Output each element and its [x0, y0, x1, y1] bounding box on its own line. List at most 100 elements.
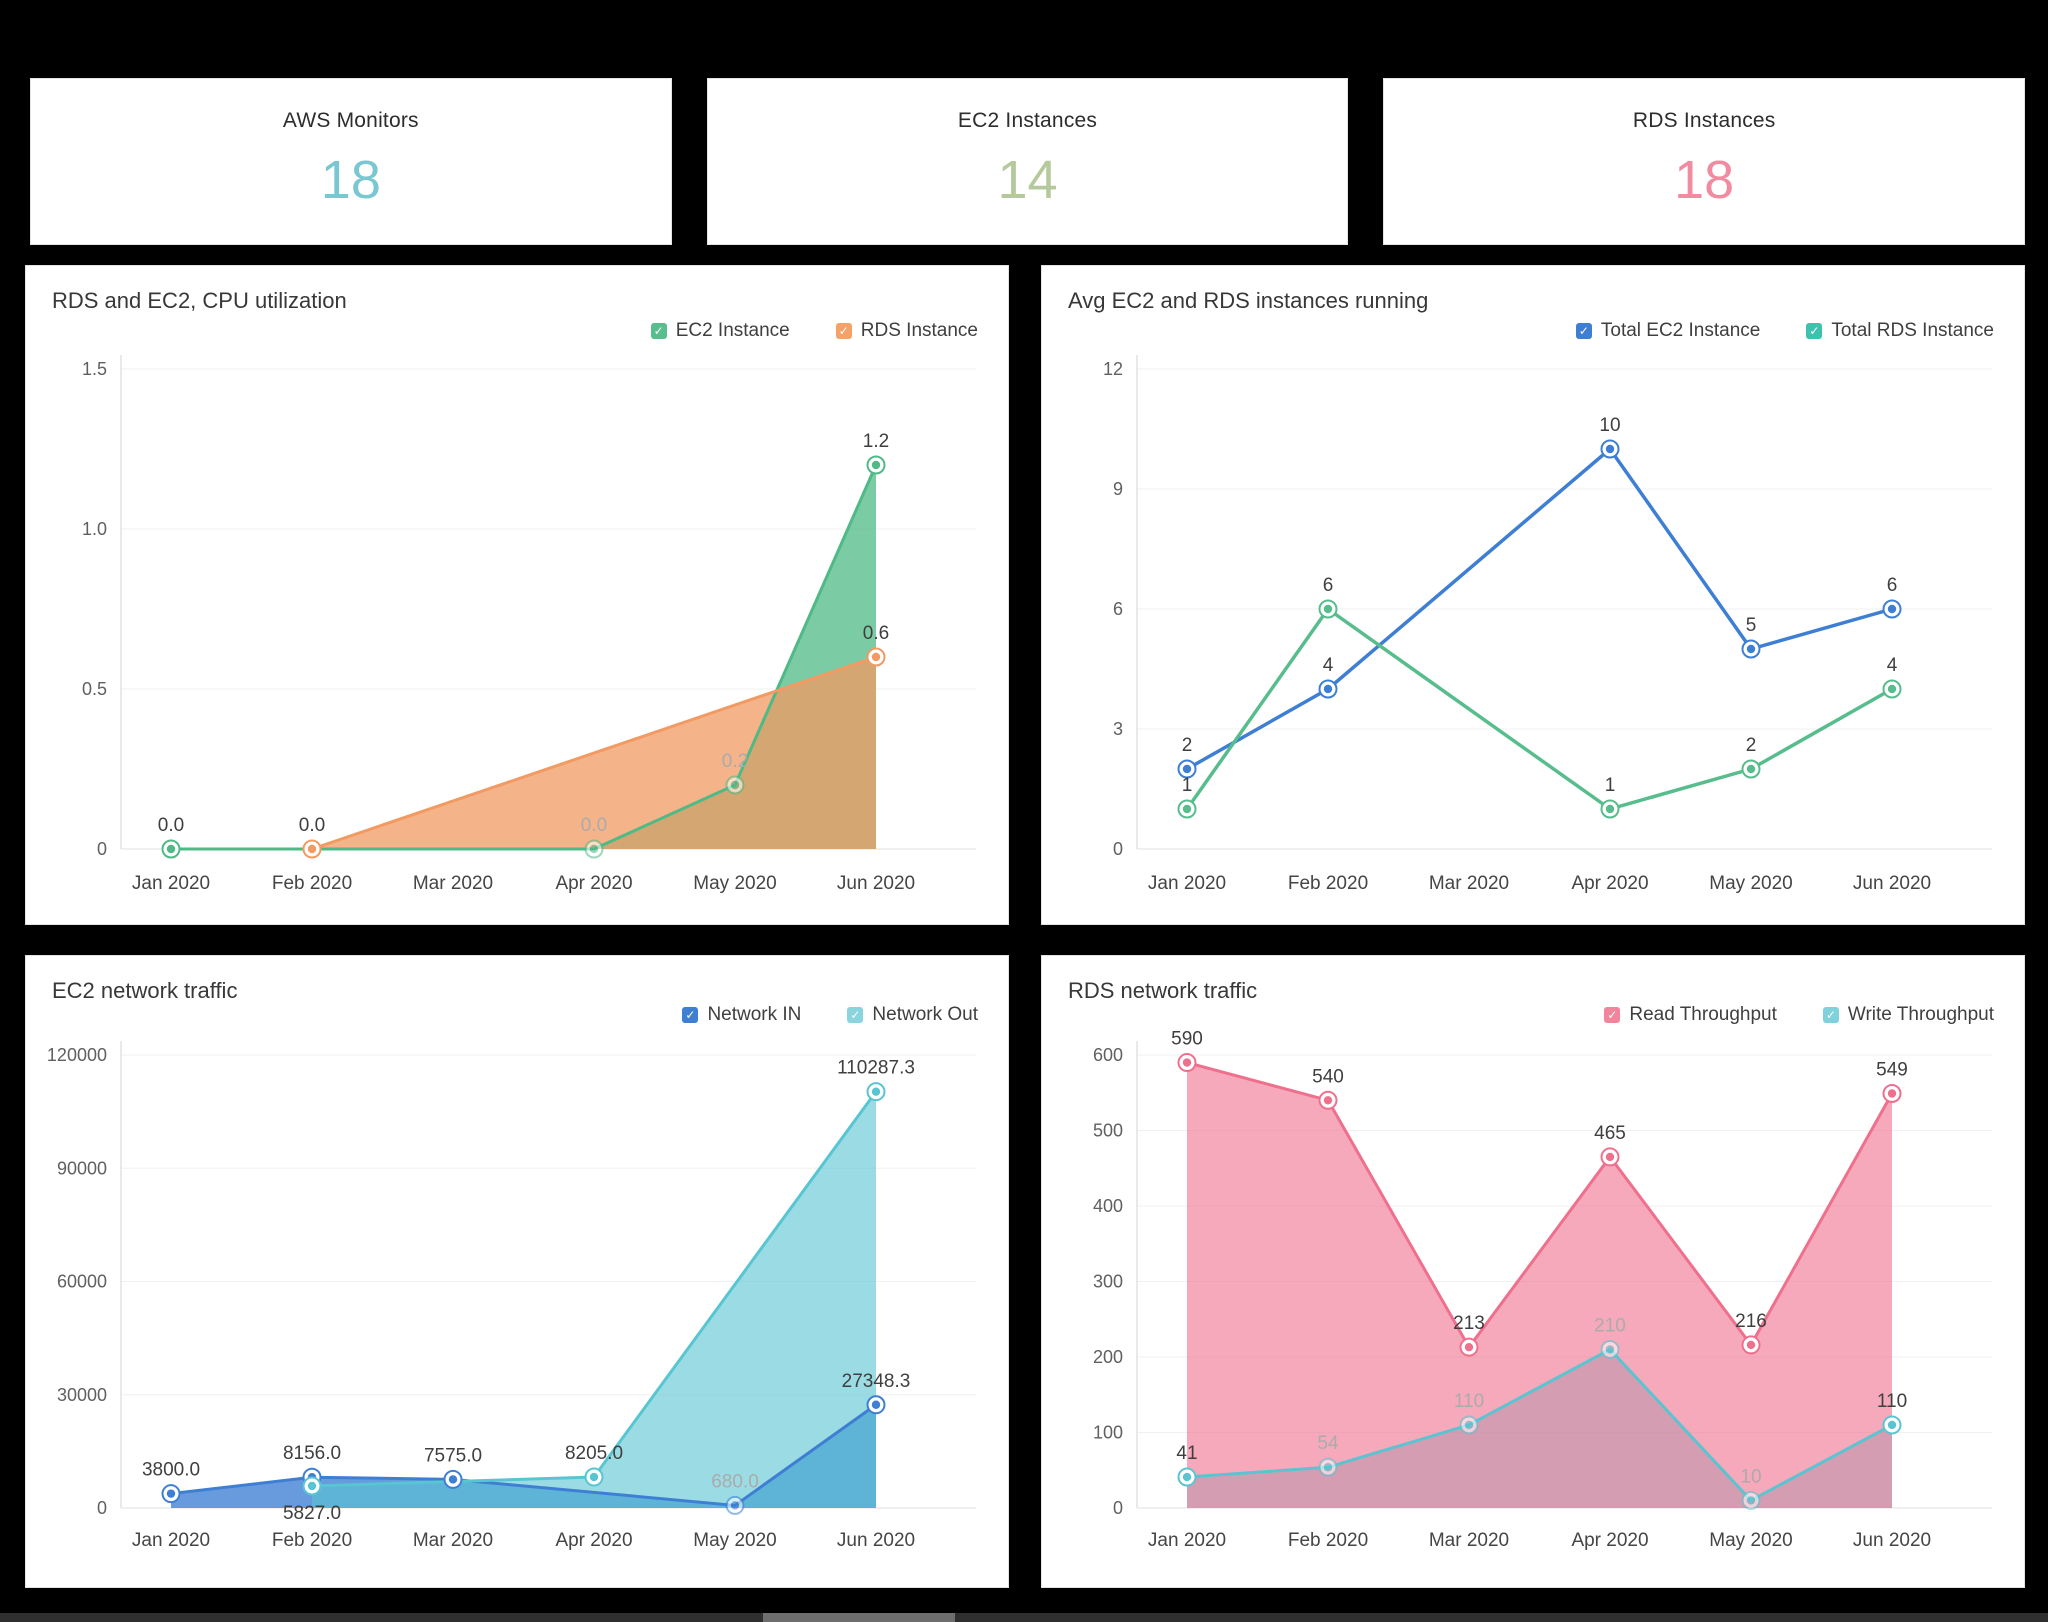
data-point-rds-instance — [866, 647, 886, 667]
data-point-write-throughput — [1459, 1415, 1479, 1435]
data-point-label: 0.0 — [158, 815, 184, 836]
legend-item-rds-instance[interactable]: ✓ RDS Instance — [835, 320, 978, 342]
chart-legend: ✓ Network IN ✓ Network Out — [682, 1004, 978, 1026]
y-tick-label: 120000 — [47, 1045, 107, 1065]
data-point-total-ec2-instance — [1177, 759, 1197, 779]
data-point-total-rds-instance — [1318, 599, 1338, 619]
y-tick-label: 90000 — [57, 1158, 107, 1178]
chart-legend: ✓ EC2 Instance ✓ RDS Instance — [650, 320, 978, 342]
data-point-ec2-instance — [584, 839, 604, 859]
y-tick-label: 400 — [1093, 1196, 1123, 1216]
data-point-label: 27348.3 — [842, 1371, 911, 1392]
data-point-label: 2 — [1182, 735, 1193, 756]
data-point-network-out — [584, 1467, 604, 1487]
horizontal-scrollbar[interactable] — [0, 1613, 2048, 1622]
data-point-read-throughput — [1459, 1337, 1479, 1357]
legend-label: Total RDS Instance — [1831, 320, 1994, 341]
scrollbar-thumb[interactable] — [763, 1613, 955, 1622]
data-point-label: 0.6 — [863, 623, 889, 644]
legend-label: Network Out — [872, 1004, 978, 1025]
chart-title: RDS and EC2, CPU utilization — [52, 288, 347, 313]
legend-item-read-throughput[interactable]: ✓ Read Throughput — [1604, 1004, 1777, 1026]
checkbox-checked-icon[interactable]: ✓ — [650, 323, 667, 339]
checkbox-checked-icon[interactable]: ✓ — [847, 1007, 864, 1023]
data-point-read-throughput — [1318, 1090, 1338, 1110]
data-point-ec2-instance — [725, 775, 745, 795]
data-point-label: 1.2 — [863, 431, 889, 452]
stat-cards-row: AWS Monitors 18 EC2 Instances 14 RDS Ins… — [30, 78, 2026, 245]
data-point-label: 2 — [1746, 735, 1757, 756]
y-tick-label: 600 — [1093, 1045, 1123, 1065]
data-point-label: 8205.0 — [565, 1443, 623, 1464]
checkbox-checked-icon[interactable]: ✓ — [1575, 323, 1592, 339]
chart-title: Avg EC2 and RDS instances running — [1068, 288, 1429, 313]
legend-item-network-out[interactable]: ✓ Network Out — [847, 1004, 978, 1026]
data-point-label: 210 — [1594, 1315, 1626, 1336]
checkbox-checked-icon[interactable]: ✓ — [835, 323, 852, 339]
data-point-label: 4 — [1323, 655, 1334, 676]
data-point-label: 110 — [1454, 1391, 1484, 1412]
legend-item-ec2-instance[interactable]: ✓ EC2 Instance — [650, 320, 790, 342]
data-point-read-throughput — [1741, 1335, 1761, 1355]
legend-label: Read Throughput — [1629, 1004, 1777, 1025]
chart-rds-network-plot: 0 100 200 300 400 500 600 Jan 2020 Feb 2020 Mar 2… — [1093, 1029, 1992, 1551]
y-tick-label: 500 — [1093, 1121, 1123, 1141]
y-tick-label: 0 — [1113, 839, 1123, 859]
card-aws-monitors[interactable]: AWS Monitors 18 — [30, 78, 672, 245]
x-tick-label: Apr 2020 — [1571, 873, 1648, 894]
data-point-total-rds-instance — [1741, 759, 1761, 779]
checkbox-checked-icon[interactable]: ✓ — [1806, 323, 1823, 339]
data-point-network-out — [866, 1082, 886, 1102]
data-point-ec2-instance — [866, 455, 886, 475]
y-tick-label: 200 — [1093, 1347, 1123, 1367]
data-point-read-throughput — [1882, 1084, 1902, 1104]
legend-item-total-rds-instance[interactable]: ✓ Total RDS Instance — [1806, 320, 1994, 342]
data-point-label: 10 — [1740, 1466, 1761, 1487]
card-rds-instances[interactable]: RDS Instances 18 — [1383, 78, 2026, 245]
chart-legend: ✓ Read Throughput ✓ Write Throughput — [1604, 1004, 1994, 1026]
data-point-total-rds-instance — [1600, 799, 1620, 819]
x-tick-label: Feb 2020 — [272, 1530, 352, 1551]
data-point-label: 110 — [1877, 1391, 1907, 1412]
checkbox-checked-icon[interactable]: ✓ — [1604, 1007, 1621, 1023]
data-point-label: 110287.3 — [837, 1058, 915, 1079]
x-tick-label: Jun 2020 — [837, 873, 915, 894]
legend-item-total-ec2-instance[interactable]: ✓ Total EC2 Instance — [1575, 320, 1760, 342]
legend-item-write-throughput[interactable]: ✓ Write Throughput — [1822, 1004, 1994, 1026]
y-tick-label: 1.0 — [82, 519, 107, 539]
checkbox-checked-icon[interactable]: ✓ — [682, 1007, 699, 1023]
y-tick-label: 0.5 — [82, 679, 107, 699]
chart-cpu-utilization-plot: 0 0.5 1.0 1.5 Jan 2020 Feb 2020 Mar 2020 Apr 20… — [82, 355, 976, 894]
x-tick-label: May 2020 — [693, 873, 776, 894]
legend-label: Network IN — [707, 1004, 802, 1025]
data-point-write-throughput — [1177, 1467, 1197, 1487]
card-title: EC2 Instances — [957, 109, 1098, 132]
data-point-read-throughput — [1177, 1053, 1197, 1073]
chart-legend: ✓ Total EC2 Instance ✓ Total RDS Instance — [1575, 320, 1994, 342]
data-point-label: 41 — [1176, 1443, 1197, 1464]
x-tick-label: Mar 2020 — [1429, 1530, 1509, 1551]
data-point-label: 0.2 — [722, 751, 748, 772]
data-point-label: 1 — [1605, 775, 1616, 796]
checkbox-checked-icon[interactable]: ✓ — [1822, 1007, 1839, 1023]
data-point-label: 7575.0 — [424, 1445, 482, 1466]
x-tick-label: Jan 2020 — [1148, 1530, 1226, 1551]
x-tick-label: Mar 2020 — [1429, 873, 1509, 894]
panel-ec2-network-traffic: EC2 network traffic ✓ Network IN ✓ Network … — [25, 955, 1009, 1588]
y-tick-label: 1.5 — [82, 359, 107, 379]
y-tick-label: 60000 — [57, 1272, 107, 1292]
x-tick-label: Feb 2020 — [272, 873, 352, 894]
data-point-network-in — [443, 1469, 463, 1489]
legend-item-network-in[interactable]: ✓ Network IN — [682, 1004, 801, 1026]
data-point-network-in — [161, 1484, 181, 1504]
data-point-label: 0.0 — [581, 815, 607, 836]
card-value: 14 — [997, 150, 1058, 210]
card-title: AWS Monitors — [282, 109, 419, 132]
data-point-label: 10 — [1599, 415, 1620, 436]
data-point-network-in — [866, 1395, 886, 1415]
x-tick-label: Jun 2020 — [1853, 873, 1931, 894]
y-tick-label: 12 — [1103, 359, 1123, 379]
y-tick-label: 0 — [1113, 1498, 1123, 1518]
card-ec2-instances[interactable]: EC2 Instances 14 — [706, 78, 1349, 245]
data-point-label: 6 — [1323, 575, 1334, 596]
